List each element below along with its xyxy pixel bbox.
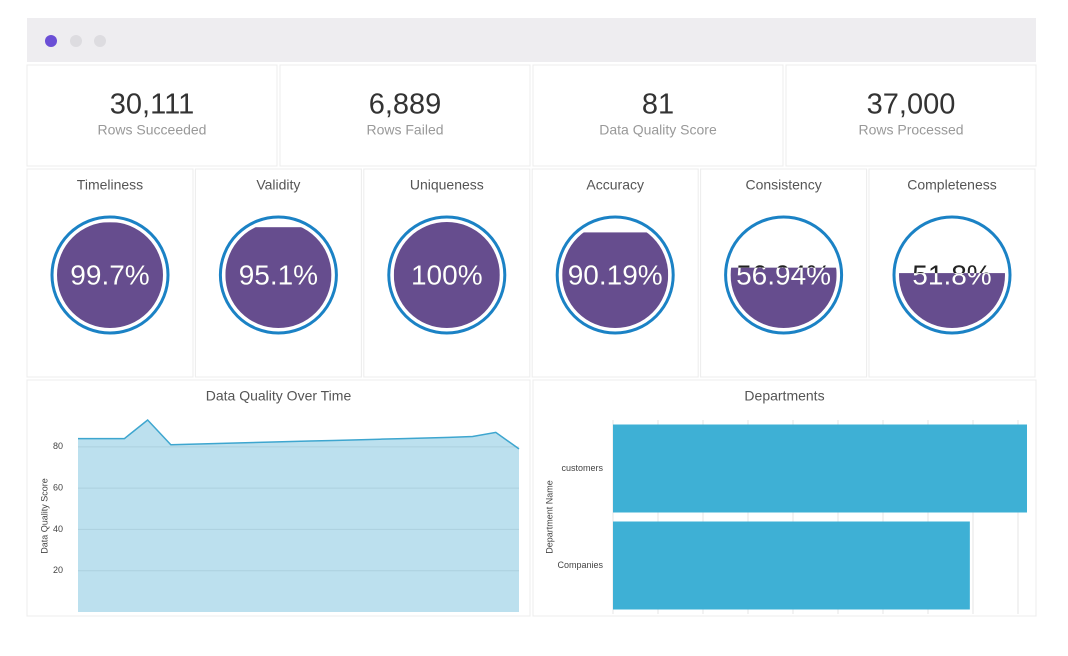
kpi-label: Rows Failed — [366, 122, 443, 138]
card — [279, 64, 531, 167]
y-tick-label: customers — [561, 463, 603, 473]
gauge-fill — [393, 222, 500, 328]
kpi-value: 6,889 — [369, 89, 442, 121]
y-axis-label: Department Name — [544, 480, 554, 554]
card — [26, 64, 278, 167]
kpi-value: 30,111 — [110, 89, 194, 121]
kpi-value: 81 — [642, 89, 674, 121]
y-tick-label: 60 — [53, 483, 63, 493]
kpi-label: Rows Succeeded — [98, 122, 207, 138]
gauge-label: 95.1% — [239, 259, 318, 290]
chart-title: Departments — [744, 388, 824, 404]
line — [78, 418, 520, 450]
gauge-label: 99.7% — [70, 259, 149, 290]
gauge-label: 51.8% — [912, 259, 991, 290]
card — [26, 379, 531, 617]
gauge-label: 51.8% — [912, 259, 991, 290]
kpi-label: Rows Processed — [858, 122, 963, 138]
card — [532, 64, 784, 167]
y-tick-label: 80 — [53, 441, 63, 451]
bar — [613, 521, 970, 610]
window-dot[interactable] — [70, 35, 82, 47]
gauge-fill — [225, 227, 332, 328]
gauge-label: 100% — [411, 259, 483, 290]
card — [785, 64, 1037, 167]
window-dot[interactable] — [94, 35, 106, 47]
gauge-title: Timeliness — [77, 177, 143, 193]
gauge-label: 56.94% — [736, 259, 831, 290]
kpi-label: Data Quality Score — [599, 122, 717, 138]
gauge-fill — [562, 232, 669, 328]
kpi-value: 37,000 — [867, 89, 956, 121]
gauge-label: 56.94% — [736, 259, 831, 290]
gauge-label: 90.19% — [568, 259, 663, 290]
y-tick-label: 40 — [53, 524, 63, 534]
gauge-fill — [57, 222, 163, 328]
y-tick-label: Companies — [557, 560, 603, 570]
y-axis-label: Data Quality Score — [39, 478, 49, 554]
gauge-title: Uniqueness — [410, 177, 484, 193]
gauge-title: Accuracy — [586, 177, 644, 193]
gauge-label: 99.7% — [70, 259, 149, 290]
window-bar — [27, 18, 1036, 62]
area — [78, 420, 519, 612]
gauge-title: Consistency — [745, 177, 821, 193]
gauge-label: 90.19% — [568, 259, 663, 290]
gauge-label: 100% — [411, 259, 483, 290]
bar — [613, 424, 1027, 513]
chart-title: Data Quality Over Time — [206, 388, 352, 404]
gauge-label: 95.1% — [239, 259, 318, 290]
gauge-title: Validity — [256, 177, 300, 193]
gauge-title: Completeness — [907, 177, 997, 193]
window-dot[interactable] — [45, 35, 57, 47]
y-tick-label: 20 — [53, 565, 63, 575]
